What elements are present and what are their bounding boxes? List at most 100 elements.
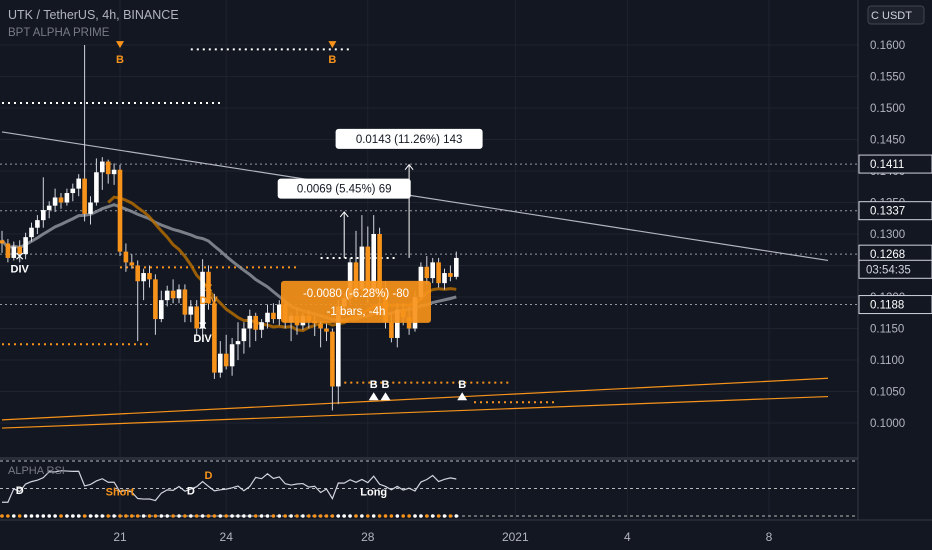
candle[interactable]: [253, 315, 258, 330]
candle[interactable]: [17, 246, 22, 255]
candle[interactable]: [194, 306, 199, 329]
candle[interactable]: [0, 240, 5, 244]
measure-arrow-head: [404, 163, 414, 171]
candle[interactable]: [324, 328, 329, 332]
candle[interactable]: [23, 237, 28, 255]
candle[interactable]: [147, 273, 152, 280]
candle[interactable]: [70, 188, 76, 194]
candle[interactable]: [436, 262, 441, 284]
candle[interactable]: [11, 246, 17, 258]
rsi-signal-dot: [59, 514, 63, 518]
candle[interactable]: [117, 169, 123, 252]
candle[interactable]: [52, 197, 58, 206]
rsi-signal-dot: [212, 514, 217, 518]
currency-button-frame[interactable]: [867, 5, 925, 25]
candle[interactable]: [153, 279, 158, 320]
candle[interactable]: [41, 210, 46, 221]
measure-box: [277, 178, 411, 199]
candle[interactable]: [64, 193, 70, 203]
price-tick-label: 0.1300: [870, 229, 905, 241]
rsi-signal-dot: [230, 514, 234, 518]
rsi-signal-dot: [454, 514, 459, 518]
candle[interactable]: [135, 265, 140, 282]
candle[interactable]: [235, 341, 241, 345]
rsi-signal-label: D: [205, 470, 213, 482]
candle[interactable]: [223, 353, 229, 367]
measurement-labels: 0.0069 (5.45%) 69 0.0143 (11.26%) 143 -0.0…: [277, 128, 483, 323]
candle[interactable]: [265, 312, 270, 323]
rsi-signal-dot: [419, 514, 423, 518]
rsi-signal-dot: [312, 514, 317, 518]
candle[interactable]: [176, 289, 182, 299]
candle[interactable]: [5, 243, 11, 258]
candle[interactable]: [371, 234, 376, 291]
countdown-badge: [858, 259, 932, 279]
candle[interactable]: [35, 220, 40, 228]
candle[interactable]: [170, 290, 176, 299]
candle[interactable]: [164, 290, 170, 301]
candle[interactable]: [277, 304, 282, 320]
candle[interactable]: [247, 315, 253, 329]
rsi-signal-dot: [41, 514, 46, 518]
candle[interactable]: [76, 178, 81, 189]
candle[interactable]: [318, 323, 323, 329]
measure-box: [335, 128, 483, 149]
candle[interactable]: [188, 306, 194, 315]
candle[interactable]: [271, 312, 276, 320]
candle[interactable]: [94, 172, 99, 203]
candle[interactable]: [141, 273, 146, 282]
indicator-title[interactable]: BPT ALPHA PRIME: [8, 27, 110, 39]
candle[interactable]: [46, 205, 52, 211]
candle[interactable]: [395, 309, 400, 338]
candle[interactable]: [359, 246, 365, 290]
candle[interactable]: [336, 306, 341, 387]
candle[interactable]: [206, 271, 211, 304]
sell-signal-marker: [328, 41, 337, 49]
candle[interactable]: [88, 202, 93, 214]
candle[interactable]: [58, 197, 64, 203]
candle[interactable]: [365, 246, 371, 291]
candle[interactable]: [330, 331, 335, 387]
rsi-signal-dot: [442, 514, 447, 518]
candle[interactable]: [100, 161, 105, 173]
time-axis[interactable]: 21 24 28 2021 4 8: [113, 530, 772, 544]
candle[interactable]: [111, 169, 117, 175]
symbol-title[interactable]: UTK / TetherUS, 4h, BINANCE: [8, 8, 179, 22]
price-badges: 0.1411 0.1337 0.1268 03:54:35 0.1188: [858, 154, 932, 315]
divergence-label: DIV: [11, 264, 30, 276]
candle[interactable]: [448, 273, 453, 277]
candle[interactable]: [377, 234, 382, 294]
candle[interactable]: [259, 322, 264, 330]
candle[interactable]: [29, 227, 34, 238]
candle[interactable]: [123, 251, 129, 263]
candle[interactable]: [454, 257, 459, 277]
measure-box-negative: [281, 280, 431, 323]
candle[interactable]: [200, 271, 205, 329]
price-badge: [858, 295, 932, 315]
upper-trendline: [1, 131, 829, 262]
candle[interactable]: [347, 262, 353, 299]
rsi-signal-dot: [71, 514, 75, 518]
candle[interactable]: [182, 289, 188, 315]
candle[interactable]: [430, 262, 435, 279]
candle[interactable]: [82, 178, 87, 214]
candle[interactable]: [218, 353, 223, 373]
candle[interactable]: [353, 262, 359, 290]
candle[interactable]: [389, 322, 394, 338]
candle[interactable]: [159, 300, 164, 320]
candle[interactable]: [105, 161, 111, 175]
candle[interactable]: [229, 344, 235, 367]
rsi-signal-dot: [307, 514, 311, 518]
currency-button[interactable]: C USDT: [867, 5, 925, 25]
candle[interactable]: [212, 303, 217, 373]
candle[interactable]: [424, 266, 430, 279]
candle[interactable]: [442, 273, 447, 284]
price-badge-text: 0.1337: [870, 206, 905, 218]
pane-divider[interactable]: [0, 457, 858, 460]
candle[interactable]: [129, 262, 135, 266]
candle[interactable]: [241, 328, 247, 342]
price-tick-label: 0.1050: [870, 387, 905, 399]
rsi-line: [2, 470, 457, 503]
rsi-signal-dot: [425, 514, 429, 518]
